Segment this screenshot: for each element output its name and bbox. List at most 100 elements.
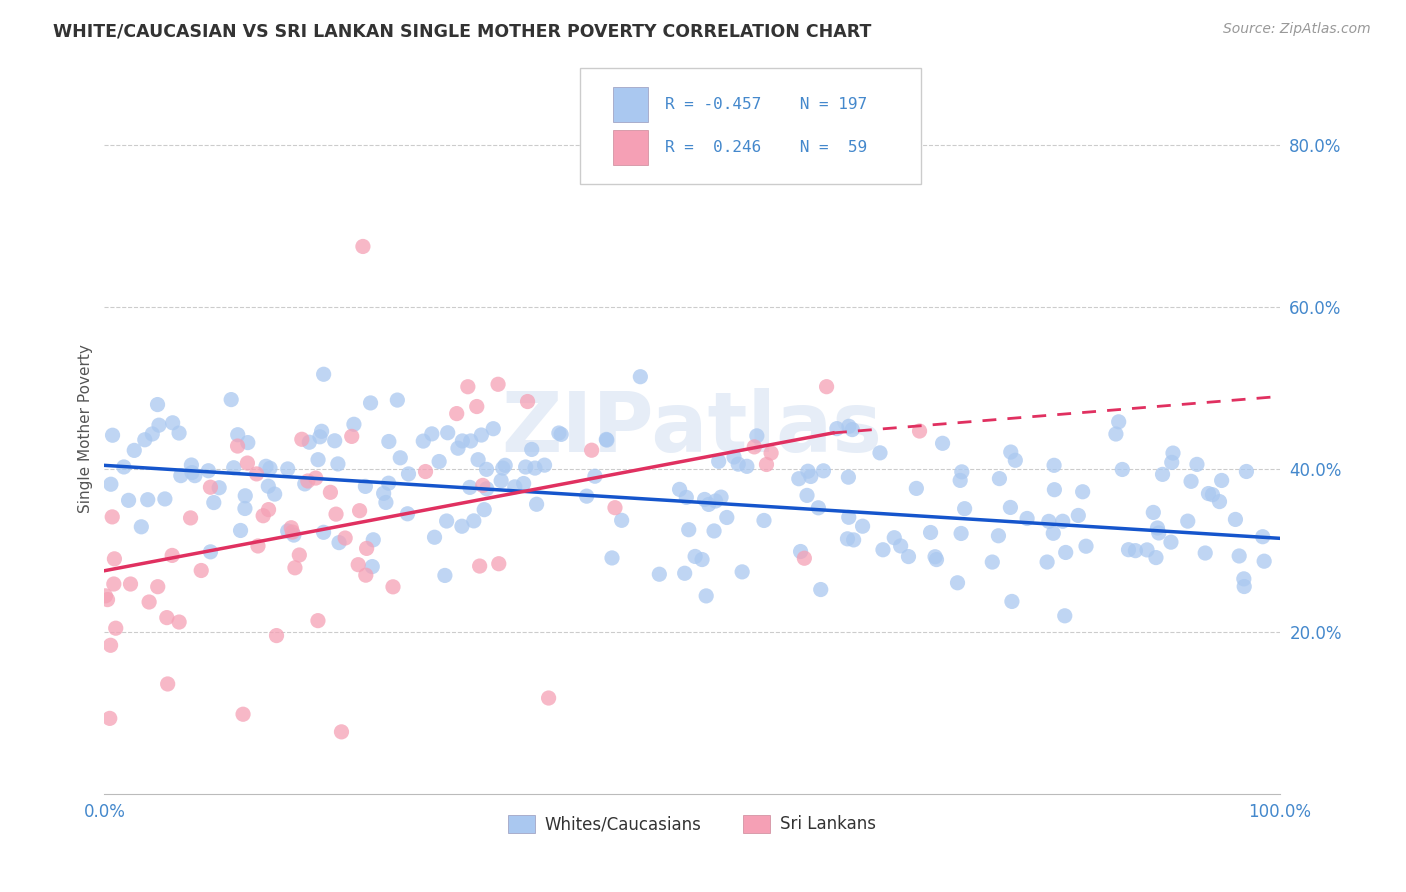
Point xyxy=(465,400,488,414)
Point xyxy=(526,497,548,511)
Point xyxy=(236,456,259,470)
Point xyxy=(447,441,470,455)
Point xyxy=(117,493,139,508)
Point xyxy=(950,465,973,479)
Point xyxy=(1052,514,1074,528)
Point xyxy=(281,525,304,540)
Point xyxy=(257,502,280,516)
Point xyxy=(291,432,314,446)
Point xyxy=(735,459,758,474)
Point xyxy=(1152,467,1174,482)
Point xyxy=(537,691,560,706)
Point xyxy=(838,419,860,434)
Point xyxy=(259,461,281,475)
Point xyxy=(190,564,212,578)
Point xyxy=(890,539,912,553)
Point xyxy=(377,476,399,491)
Point xyxy=(695,589,717,603)
Point xyxy=(600,551,623,566)
Point xyxy=(471,478,494,492)
Point xyxy=(387,393,409,408)
Point xyxy=(103,577,125,591)
Point xyxy=(813,464,835,478)
Point xyxy=(1253,554,1275,568)
Point xyxy=(920,525,942,540)
Point xyxy=(180,458,202,472)
Point xyxy=(167,615,190,629)
Point xyxy=(219,392,242,407)
Point xyxy=(987,529,1010,543)
Point xyxy=(981,555,1004,569)
Point xyxy=(583,469,606,483)
Point xyxy=(427,454,450,468)
Point xyxy=(693,492,716,507)
Point xyxy=(433,568,456,582)
Point xyxy=(1208,494,1230,508)
Point xyxy=(492,461,515,475)
Point xyxy=(420,426,443,441)
Point xyxy=(489,474,512,488)
Point xyxy=(704,494,727,508)
Point xyxy=(458,480,481,494)
Point xyxy=(727,457,749,471)
Point xyxy=(222,460,245,475)
Point xyxy=(1144,550,1167,565)
Point xyxy=(925,552,948,566)
Point xyxy=(436,425,458,440)
Point xyxy=(356,541,378,556)
Point xyxy=(1108,415,1130,429)
Point xyxy=(246,539,269,553)
Point xyxy=(793,551,815,566)
Point xyxy=(160,549,183,563)
Point xyxy=(153,491,176,506)
Point xyxy=(1043,483,1066,497)
Point xyxy=(266,629,288,643)
Point xyxy=(841,423,863,437)
Point xyxy=(1233,580,1256,594)
Point xyxy=(307,452,329,467)
Point xyxy=(946,575,969,590)
Point xyxy=(905,482,928,496)
Point xyxy=(343,417,366,432)
Point xyxy=(675,491,697,505)
Point xyxy=(683,549,706,564)
Point xyxy=(755,458,778,472)
Point xyxy=(520,442,543,457)
Point xyxy=(131,520,153,534)
Point xyxy=(436,514,458,528)
Point xyxy=(101,509,124,524)
Point xyxy=(104,621,127,635)
Point xyxy=(1001,594,1024,608)
Point xyxy=(354,568,377,582)
Point xyxy=(533,458,555,472)
Point xyxy=(298,435,321,450)
Point xyxy=(825,422,848,436)
Point xyxy=(603,500,626,515)
Point xyxy=(146,398,169,412)
Point xyxy=(197,464,219,478)
Text: ZIPatlas: ZIPatlas xyxy=(502,388,883,469)
Point xyxy=(690,552,713,566)
Point xyxy=(103,552,125,566)
Point xyxy=(731,565,754,579)
Point xyxy=(1118,542,1140,557)
Point xyxy=(1146,521,1168,535)
Point xyxy=(1180,475,1202,489)
Point xyxy=(398,467,420,481)
Point xyxy=(415,465,437,479)
Point xyxy=(328,535,350,549)
Point xyxy=(494,458,516,473)
Point xyxy=(1000,445,1022,459)
Point xyxy=(1004,453,1026,467)
Point xyxy=(470,428,492,442)
Point xyxy=(156,610,179,624)
Point xyxy=(815,380,838,394)
Text: Source: ZipAtlas.com: Source: ZipAtlas.com xyxy=(1223,22,1371,37)
Point xyxy=(1147,525,1170,540)
Point xyxy=(1201,488,1223,502)
Point xyxy=(136,492,159,507)
Point xyxy=(252,508,274,523)
Point xyxy=(837,470,859,484)
Point xyxy=(283,528,305,542)
Point xyxy=(950,526,973,541)
